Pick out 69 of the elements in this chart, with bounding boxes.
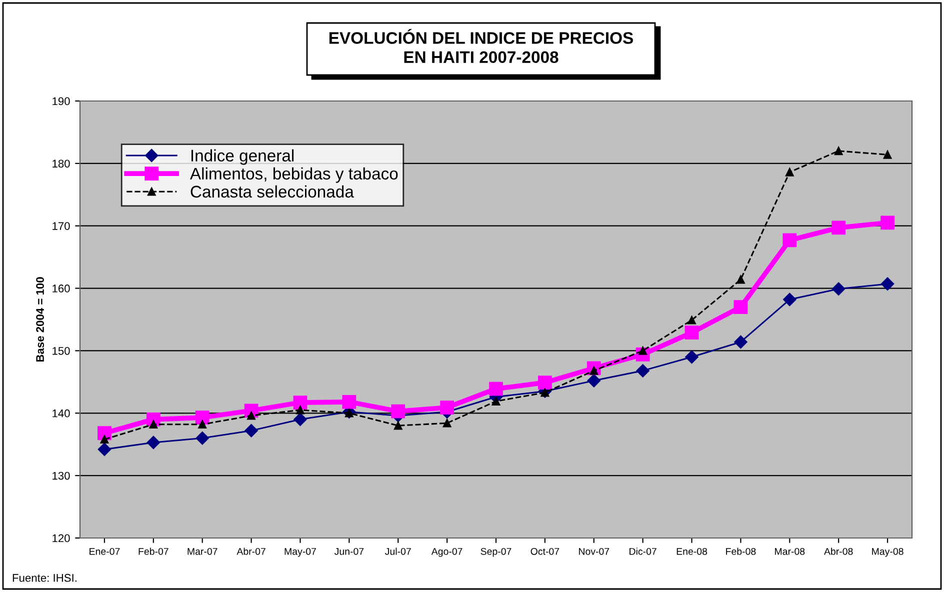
x-tick-label: Feb-08 [726,548,756,555]
x-tick-label: Abr-07 [236,548,266,555]
point [149,420,158,429]
x-tick-label: Abr-08 [824,548,853,555]
x-tick-label: May-08 [872,548,904,557]
legend-label: Alimentos, bebidas y tabaco [190,167,398,183]
point [734,300,748,314]
y-tick-label: 130 [52,472,70,480]
y-tick-label: 140 [52,409,70,418]
point [195,410,210,424]
point [296,406,304,414]
point [832,220,846,235]
x-tick-label: Dic-07 [630,548,656,555]
point [391,404,406,418]
point [198,420,207,429]
y-tick-label: 160 [52,284,70,292]
x-tick-label: Jun-07 [334,548,364,555]
point [685,350,698,364]
point [883,150,892,159]
point [540,388,550,397]
point [342,394,356,409]
x-tick-label: May-07 [284,548,316,557]
point [196,432,209,445]
point [100,435,109,444]
point [146,436,160,450]
point [832,282,846,296]
point [636,364,650,378]
legend-label: Indice general [191,149,294,165]
point [684,326,699,340]
point [247,411,256,420]
point [492,397,500,406]
y-tick-label: 170 [52,222,70,230]
point [736,275,745,284]
y-tick-label: 120 [52,534,70,542]
source-note: Fuente: IHSI. [12,574,76,582]
point [294,412,307,426]
point [880,277,894,291]
x-tick-label: Feb-07 [138,548,168,555]
point [440,400,454,414]
x-tick-label: Nov-07 [579,548,610,555]
point [587,374,600,388]
y-tick-label: 190 [52,97,70,106]
x-tick-label: Sep-07 [480,548,512,557]
legend-label: Canasta seleccionada [190,185,354,198]
point [293,396,308,410]
point [782,233,797,248]
y-axis-title: Base 2004 = 100 [36,277,44,362]
point [688,316,696,324]
point [834,146,843,156]
point [244,424,258,438]
x-tick-label: Mar-07 [188,548,218,555]
x-tick-label: Mar-08 [775,548,805,555]
point [880,216,894,230]
x-tick-label: Ago-07 [431,548,462,557]
x-tick-label: Jul-07 [385,548,411,555]
x-tick-label: Oct-07 [530,548,560,555]
x-tick-label: Ene-08 [676,548,708,555]
y-tick-label: 150 [52,346,70,355]
point [489,382,503,396]
point [394,421,402,430]
point [98,442,112,456]
point [783,292,796,306]
point [734,335,748,349]
chart-title: EVOLUCIÓN DEL INDICE DE PRECIOS EN HAITI 2007-2008 [329,28,633,64]
point [785,168,794,176]
y-tick-label: 180 [52,160,70,168]
point [442,418,452,428]
point [538,376,552,390]
x-tick-label: Ene-07 [90,548,120,555]
